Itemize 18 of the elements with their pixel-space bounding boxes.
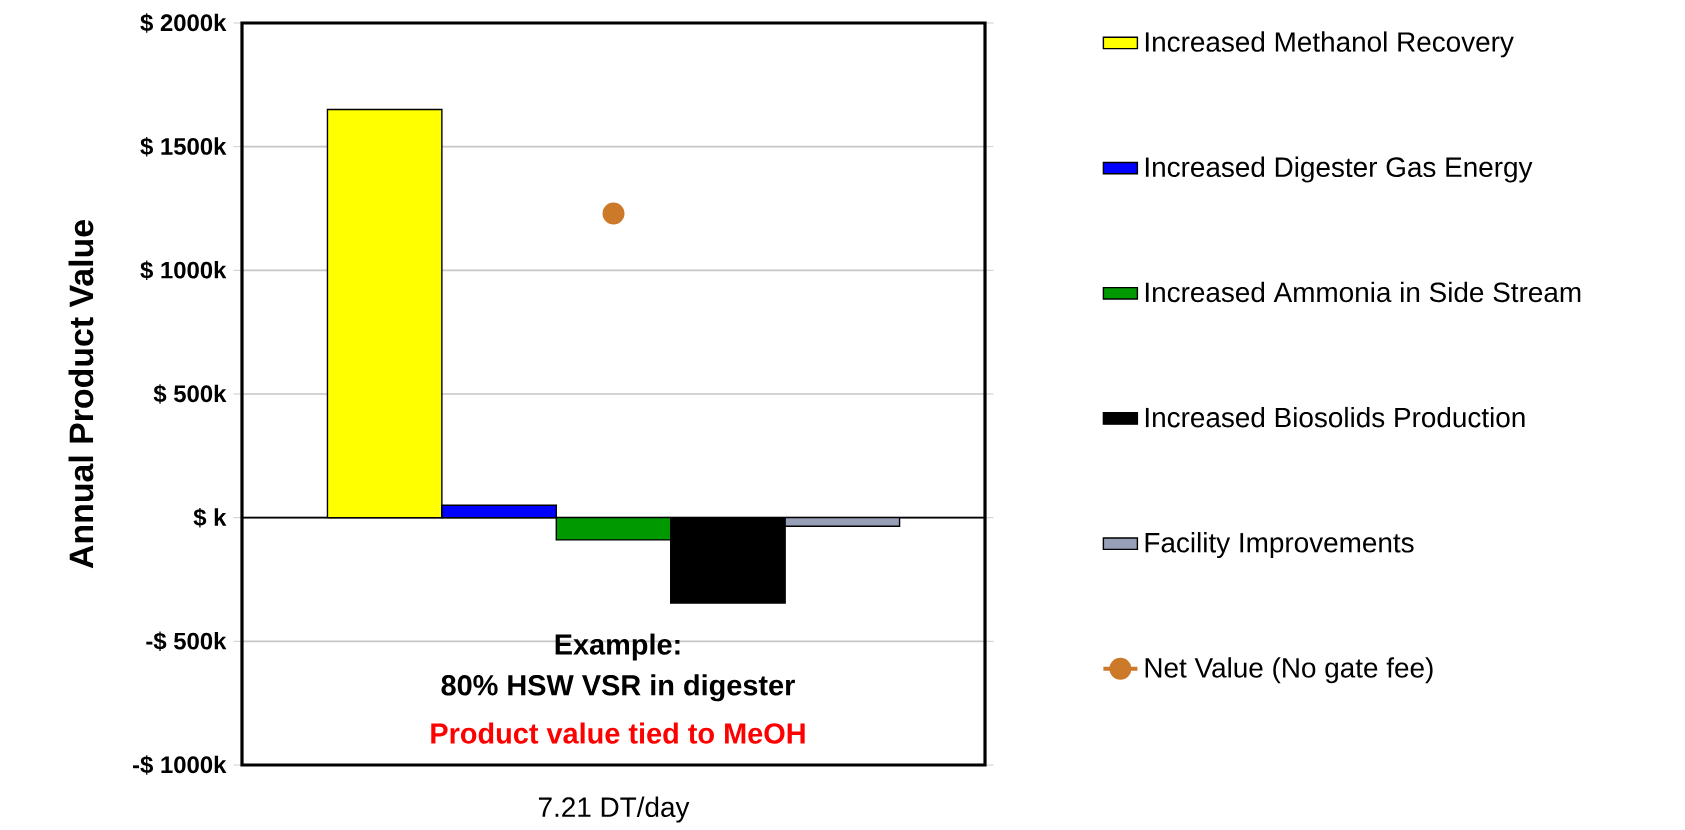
annotation: Product value tied to MeOH [431, 722, 805, 744]
y-tick-label: $ 1000k [140, 260, 227, 281]
legend-label: Increased Digester Gas Energy [1145, 156, 1533, 183]
legend-label: Facility Improvements [1145, 532, 1414, 559]
annotation: 80% HSW VSR in digester [441, 674, 795, 702]
y-axis-title: Annual Product Value [68, 220, 94, 569]
x-tick-label: 7.21 DT/day [538, 796, 690, 823]
y-tick-label: $ 1500k [140, 136, 227, 157]
y-tick-label: $ 500k [153, 384, 227, 404]
legend-label: Increased Biosolids Production [1145, 406, 1525, 428]
y-tick-label: -$ 1000k [133, 755, 227, 775]
y-tick-label: $ 2000k [140, 13, 227, 33]
legend-label: Increased Ammonia in Side Stream [1145, 281, 1581, 303]
legend-label: Increased Methanol Recovery [1145, 31, 1514, 58]
y-tick-label: -$ 500k [146, 631, 227, 652]
annotation: Example: [555, 633, 680, 661]
legend-label: Net Value (No gate fee) [1145, 657, 1433, 684]
y-tick-label: $ k [193, 507, 227, 528]
